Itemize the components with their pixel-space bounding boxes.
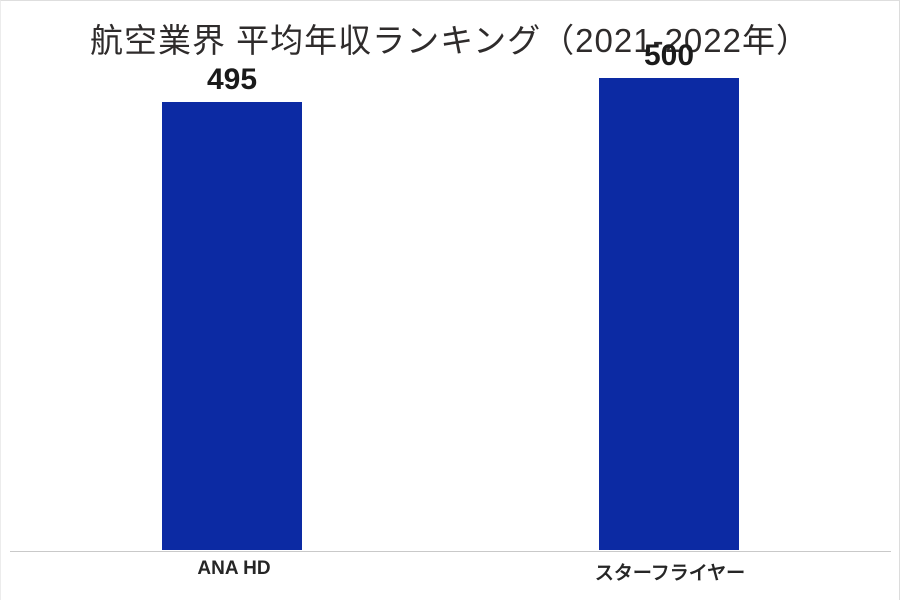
x-axis-line bbox=[10, 551, 891, 552]
bar-starflyer bbox=[599, 78, 739, 550]
chart-title: 航空業界 平均年収ランキング（2021-2022年） bbox=[90, 22, 810, 59]
category-label-ana-hd: ANA HD bbox=[197, 558, 271, 579]
bar-column-ana-hd: 495 bbox=[162, 62, 302, 550]
bar-column-starflyer: 500 bbox=[599, 41, 739, 550]
value-label-starflyer: 500 bbox=[643, 39, 695, 72]
category-label-starflyer: スターフライヤー bbox=[594, 563, 746, 584]
value-label-ana-hd: 495 bbox=[206, 62, 258, 96]
bar-ana-hd bbox=[162, 101, 302, 550]
